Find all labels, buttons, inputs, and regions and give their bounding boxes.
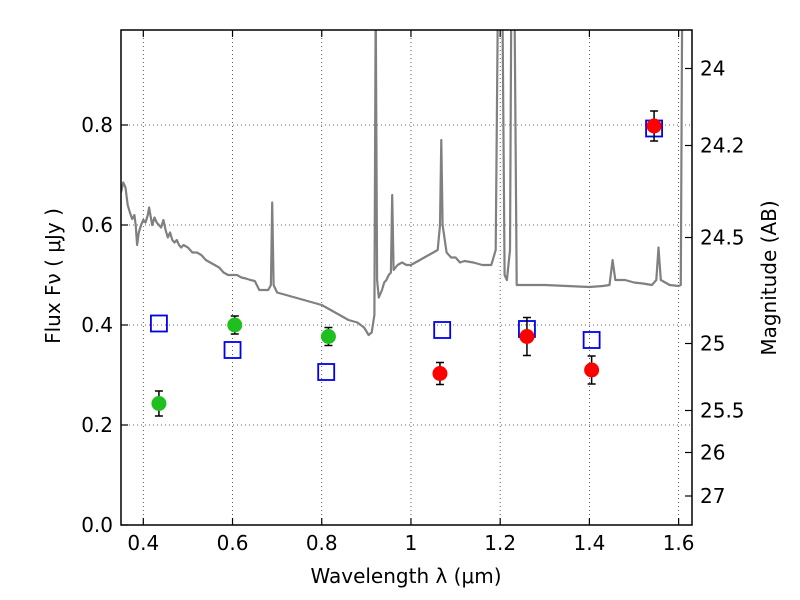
mag-tick-label: 27 (700, 484, 725, 508)
x-tick-label: 1.4 (573, 531, 605, 555)
model-photometry-square (223, 341, 242, 359)
y-tick-label: 0.8 (81, 113, 113, 137)
model-photometry-square (317, 363, 336, 381)
y-tick-label: 0.4 (81, 313, 113, 337)
mag-tick-label: 25.5 (700, 399, 745, 423)
y-tick-label: 0.6 (81, 213, 113, 237)
model-photometry-square (582, 331, 601, 349)
x-tick-label: 0.8 (306, 531, 338, 555)
observed-optical-point (320, 329, 336, 344)
mag-tick-label: 24.5 (700, 226, 745, 250)
template-spectrum-line (121, 30, 684, 337)
plot-clip-group (121, 30, 684, 417)
y-tick-label: 0.0 (81, 513, 113, 537)
observed-nir-point (519, 329, 535, 344)
y-tick-label: 0.2 (81, 413, 113, 437)
observed-nir-point (432, 366, 448, 381)
grid-layer (121, 30, 692, 525)
plot-layer (121, 30, 684, 417)
observed-nir-point (646, 118, 662, 134)
mag-tick-label: 26 (700, 441, 725, 465)
model-photometry-square (150, 314, 168, 333)
y2-axis-label: Magnitude (AB) (757, 200, 781, 355)
x-tick-label: 0.4 (127, 531, 159, 555)
x-tick-label: 1.2 (484, 531, 516, 555)
mag-tick-label: 24 (700, 57, 725, 81)
tick-layer: 0.4 0.6 0.8 1 1.2 1.4 1.6 0.0 0.2 0.4 0.6 0.8 24 24.2… (81, 30, 745, 555)
plot-frame (120, 29, 693, 526)
x-tick-label: 1 (405, 531, 418, 555)
x-tick-label: 1.6 (663, 531, 695, 555)
y-axis-label: Flux Fν ( μJy ) (41, 208, 65, 344)
x-axis-label: Wavelength λ (μm) (310, 564, 501, 588)
x-tick-label: 0.6 (217, 531, 249, 555)
observed-optical-point (227, 317, 243, 333)
observed-optical-point (151, 396, 167, 411)
mag-tick-label: 25 (700, 332, 725, 356)
model-photometry-square (433, 321, 452, 339)
mag-tick-label: 24.2 (700, 134, 745, 158)
observed-nir-point (584, 362, 600, 378)
